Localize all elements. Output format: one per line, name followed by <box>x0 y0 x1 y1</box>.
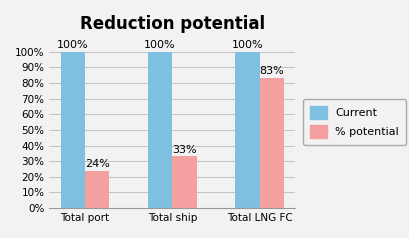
Bar <box>61 52 85 208</box>
Text: 33%: 33% <box>172 145 196 155</box>
Bar <box>148 52 172 208</box>
Title: Reduction potential: Reduction potential <box>79 15 264 33</box>
Bar <box>172 156 196 208</box>
Legend: Current, % potential: Current, % potential <box>303 99 405 145</box>
Text: 100%: 100% <box>144 40 175 50</box>
Bar <box>85 171 109 208</box>
Text: 100%: 100% <box>57 40 88 50</box>
Bar <box>235 52 259 208</box>
Text: 100%: 100% <box>231 40 263 50</box>
Bar <box>259 78 283 208</box>
Text: 24%: 24% <box>85 159 109 169</box>
Text: 83%: 83% <box>259 66 283 76</box>
